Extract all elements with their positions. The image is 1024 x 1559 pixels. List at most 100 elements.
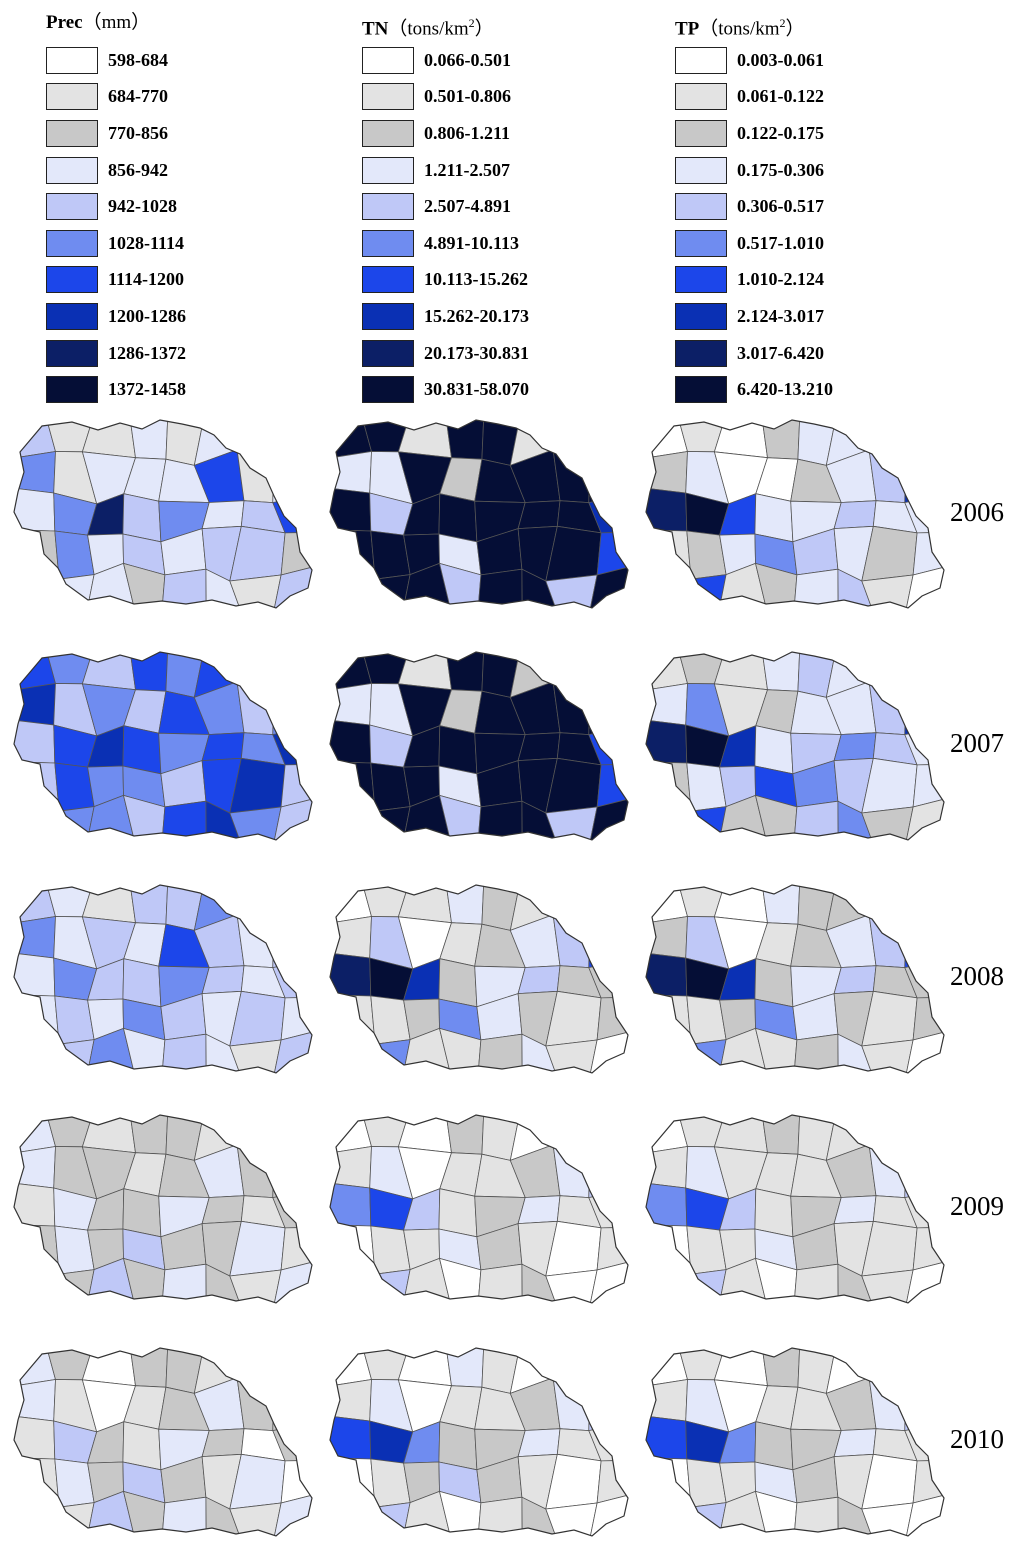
legend-label: 10.113-15.262 (424, 269, 529, 290)
legend-swatch (362, 46, 414, 74)
subbasin-polygon (552, 420, 590, 462)
legend-swatch (46, 156, 98, 184)
legend-row: 1.211-2.507 (362, 152, 529, 189)
subbasin-polygon (330, 1379, 372, 1422)
subbasin-polygon (43, 1269, 95, 1303)
subbasin-polygon (754, 958, 794, 1008)
subbasin-polygon (646, 1224, 692, 1275)
subbasin-polygon (122, 958, 162, 1008)
subbasin-polygon (477, 800, 523, 840)
legend-row: 1114-1200 (46, 262, 186, 299)
subbasin-polygon (122, 725, 162, 775)
subbasin-polygon (272, 449, 312, 504)
subbasin-polygon (902, 420, 944, 462)
legend-label: 1028-1114 (108, 232, 185, 253)
subbasin-polygon (754, 794, 798, 840)
legend-label: 20.173-30.831 (424, 342, 529, 363)
subbasin-polygon (438, 1490, 482, 1536)
basin-outline (645, 884, 945, 1074)
legend-row: 1286-1372 (46, 335, 186, 372)
legend-row: 2.124-3.017 (675, 298, 833, 335)
subbasin-polygon (14, 578, 60, 608)
choropleth-map-tn-2009 (329, 1114, 629, 1304)
legend-row: 0.003-0.061 (675, 42, 833, 79)
subbasin-polygon (236, 1115, 274, 1157)
subbasin-polygon (646, 529, 692, 580)
legend-row: 6.420-13.210 (675, 371, 833, 408)
subbasin-polygon (646, 994, 692, 1045)
subbasin-polygon (330, 1457, 376, 1508)
subbasin-polygon (552, 1115, 590, 1157)
subbasin-polygon (330, 529, 376, 580)
subbasin-polygon (43, 1039, 95, 1073)
subbasin-polygon (861, 1502, 914, 1536)
legend-swatch (675, 229, 727, 257)
legend-label: 770-856 (108, 122, 168, 143)
subbasin-polygon (588, 1377, 628, 1432)
subbasin-polygon (477, 568, 523, 608)
legend-swatch (675, 266, 727, 294)
legend-label: 1200-1286 (108, 305, 186, 326)
legend-label: 6.420-13.210 (737, 379, 833, 400)
subbasin-polygon (646, 1043, 692, 1073)
basin-outline (645, 1114, 945, 1304)
legend-tn: TN（tons/km2） 0.066-0.501 0.501-0.806 0.806… (362, 8, 529, 408)
subbasin-polygon (330, 1146, 372, 1189)
subbasin-polygon (205, 1033, 241, 1073)
subbasin-polygon (14, 1457, 60, 1508)
subbasin-polygon (438, 493, 478, 543)
legend-label: 0.501-0.806 (424, 86, 511, 107)
subbasin-polygon (646, 1379, 688, 1422)
subbasin-polygon (205, 800, 241, 840)
subbasin-polygon (14, 1146, 56, 1189)
subbasin-polygon (646, 810, 692, 840)
subbasin-polygon (904, 681, 944, 736)
legend-row: 598-684 (46, 42, 186, 79)
legend-prec: Prec（mm） 598-684 684-770 770-856 856-942 942… (46, 8, 186, 408)
subbasin-polygon (330, 578, 376, 608)
subbasin-polygon (646, 683, 688, 726)
subbasin-polygon (868, 652, 906, 694)
subbasin-polygon (868, 885, 906, 927)
subbasin-polygon (833, 732, 877, 762)
subbasin-polygon (837, 1496, 873, 1536)
legend-label: 684-770 (108, 86, 168, 107)
legend-title: Prec（mm） (46, 12, 151, 33)
legend-row: 1028-1114 (46, 225, 186, 262)
subbasin-polygon (14, 451, 56, 494)
legend-row: 2.507-4.891 (362, 188, 529, 225)
legend-label: 942-1028 (108, 196, 177, 217)
legend-row: 0.501-0.806 (362, 79, 529, 116)
subbasin-polygon (904, 1144, 944, 1199)
legend-title: TN（tons/km2） (362, 16, 494, 40)
choropleth-map-tp-2010 (645, 1347, 945, 1537)
subbasin-polygon (14, 683, 56, 726)
subbasin-polygon (902, 652, 944, 694)
subbasin-polygon (521, 1033, 557, 1073)
choropleth-map-tn-2007 (329, 651, 629, 841)
subbasin-polygon (868, 1115, 906, 1157)
subbasin-polygon (588, 681, 628, 736)
subbasin-polygon (586, 1115, 628, 1157)
subbasin-polygon (205, 1263, 241, 1303)
subbasin-polygon (122, 1188, 162, 1238)
subbasin-polygon (161, 1496, 207, 1536)
legend-swatch (46, 266, 98, 294)
subbasin-polygon (837, 1033, 873, 1073)
legend-swatch (675, 83, 727, 111)
legend-swatch (675, 119, 727, 147)
subbasin-polygon (902, 885, 944, 927)
legend-swatch (675, 156, 727, 184)
subbasin-polygon (646, 1506, 692, 1536)
subbasin-polygon (837, 568, 873, 608)
legend-label: 2.124-3.017 (737, 305, 824, 326)
subbasin-polygon (359, 1502, 411, 1536)
subbasin-polygon (438, 1027, 482, 1073)
legend-swatch (362, 119, 414, 147)
legend-label: 0.806-1.211 (424, 122, 511, 143)
legend-row: 15.262-20.173 (362, 298, 529, 335)
subbasin-polygon (359, 1039, 411, 1073)
subbasin-polygon (438, 562, 482, 608)
legend-row: 770-856 (46, 115, 186, 152)
legend-row: 0.061-0.122 (675, 79, 833, 116)
